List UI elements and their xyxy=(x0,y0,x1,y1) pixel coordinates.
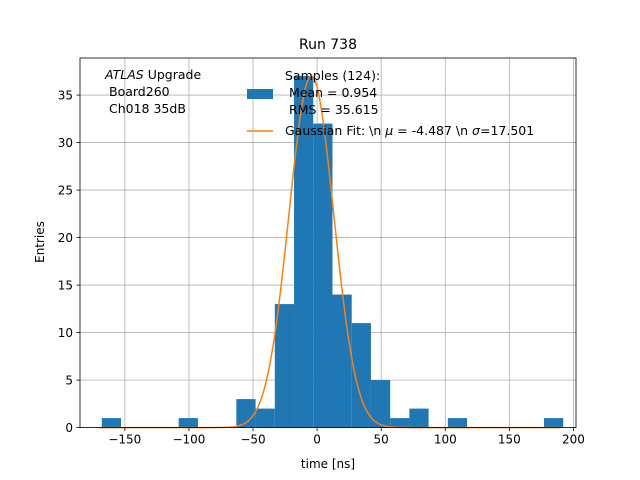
chart-title: Run 738 xyxy=(299,37,357,53)
histogram-bar xyxy=(370,380,391,428)
plot-frame xyxy=(79,57,577,429)
atlas-annotation: ATLAS Upgrade Board260 Ch018 35dB xyxy=(104,67,201,116)
y-tick-label: 10 xyxy=(58,326,73,340)
y-axis-label: Entries xyxy=(33,221,47,263)
legend-fit-label: Gaussian Fit: \n μ = -4.487 \n σ=17.501 xyxy=(285,123,534,138)
x-tick-label: 150 xyxy=(498,433,521,447)
y-tick-label: 35 xyxy=(58,88,73,102)
legend-fit-mid: = -4.487 \n xyxy=(393,123,472,138)
x-tick-label: −150 xyxy=(108,433,141,447)
annotation-board: Board260 xyxy=(109,84,170,99)
y-tick-label: 25 xyxy=(58,183,73,197)
annotation-line-1: ATLAS Upgrade xyxy=(104,67,201,82)
annotation-channel: Ch018 35dB xyxy=(109,101,186,116)
legend: Samples (124): Mean = 0.954 RMS = 35.615… xyxy=(247,68,534,138)
histogram-bar xyxy=(313,123,333,428)
y-tick-label: 5 xyxy=(65,373,73,387)
legend-fit-suffix: =17.501 xyxy=(480,123,534,138)
x-axis-ticks: −150 −100 −50 0 50 100 150 200 xyxy=(108,427,585,447)
y-axis-ticks: 0 5 10 15 20 25 30 35 xyxy=(58,88,80,435)
histogram-bar xyxy=(543,418,564,428)
y-tick-label: 20 xyxy=(58,231,73,245)
annotation-upgrade: Upgrade xyxy=(144,67,202,82)
histogram-bar xyxy=(390,418,410,428)
histogram-bar xyxy=(178,418,198,428)
histogram-bar xyxy=(351,323,371,428)
x-tick-label: 100 xyxy=(434,433,457,447)
x-tick-label: 50 xyxy=(374,433,389,447)
legend-fit-mu: μ xyxy=(384,123,393,138)
histogram-bar xyxy=(409,408,429,428)
legend-fit-sigma: σ xyxy=(472,123,481,138)
histogram-bar xyxy=(332,294,352,428)
x-tick-label: −50 xyxy=(240,433,265,447)
histogram-bar xyxy=(101,418,122,428)
legend-hist-line-3: RMS = 35.615 xyxy=(289,102,379,117)
x-tick-label: 0 xyxy=(313,433,321,447)
legend-hist-swatch xyxy=(247,89,273,99)
x-tick-label: 200 xyxy=(562,433,585,447)
histogram-bar xyxy=(447,418,468,428)
x-tick-label: −100 xyxy=(172,433,205,447)
y-tick-label: 0 xyxy=(65,421,73,435)
histogram-bar xyxy=(255,408,275,428)
y-tick-label: 15 xyxy=(58,278,73,292)
y-tick-label: 30 xyxy=(58,136,73,150)
legend-fit-prefix: Gaussian Fit: \n xyxy=(285,123,385,138)
x-axis-label: time [ns] xyxy=(301,457,355,471)
annotation-atlas: ATLAS xyxy=(104,67,144,82)
histogram-bar xyxy=(294,76,314,428)
histogram-bar xyxy=(236,399,256,428)
legend-hist-line-1: Samples (124): xyxy=(285,68,380,83)
histogram-bar xyxy=(274,304,295,428)
legend-hist-line-2: Mean = 0.954 xyxy=(289,85,377,100)
